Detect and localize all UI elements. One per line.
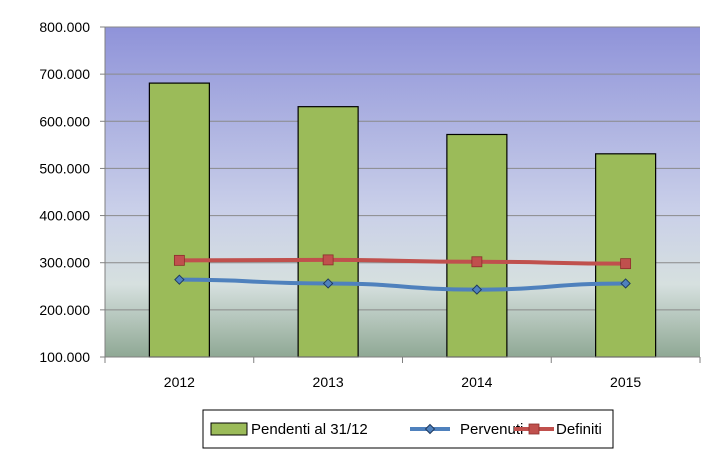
bar — [595, 153, 657, 358]
x-tick-label: 2012 — [164, 374, 195, 390]
legend-label: Pendenti al 31/12 — [251, 421, 368, 438]
x-tick-label: 2013 — [313, 374, 344, 390]
bar — [297, 106, 359, 358]
diamond-marker — [174, 274, 185, 285]
definiti-line — [177, 257, 628, 266]
legend: Pendenti al 31/12 Pervenuti Definiti — [202, 409, 614, 449]
legend-label: Definiti — [556, 421, 602, 438]
pervenuti-line — [177, 277, 628, 292]
y-tick-label: 200.000 — [39, 302, 90, 318]
y-tick-label: 800.000 — [39, 19, 90, 35]
axes — [100, 26, 701, 363]
x-tick-label: 2014 — [461, 374, 492, 390]
diamond-marker — [620, 278, 631, 289]
square-marker — [471, 256, 483, 268]
y-tick-label: 500.000 — [39, 160, 90, 176]
line-series — [173, 254, 632, 295]
square-marker — [322, 254, 334, 266]
y-tick-label: 100.000 — [39, 349, 90, 365]
tick-labels: 100.000 200.000 300.000 400.000 500.000 600.0… — [39, 19, 641, 390]
y-tick-label: 600.000 — [39, 113, 90, 129]
y-tick-label: 300.000 — [39, 255, 90, 271]
bar — [148, 82, 210, 358]
x-tick-label: 2015 — [610, 374, 641, 390]
y-tick-label: 700.000 — [39, 66, 90, 82]
square-marker — [620, 258, 632, 270]
diamond-marker — [471, 284, 483, 295]
square-marker — [173, 254, 185, 266]
square-marker — [528, 423, 540, 435]
y-tick-label: 400.000 — [39, 208, 90, 224]
bar — [446, 133, 508, 358]
legend-swatch — [210, 422, 248, 436]
diamond-marker — [322, 278, 334, 289]
legend-label: Pervenuti — [460, 421, 523, 438]
diamond-marker — [424, 423, 436, 435]
